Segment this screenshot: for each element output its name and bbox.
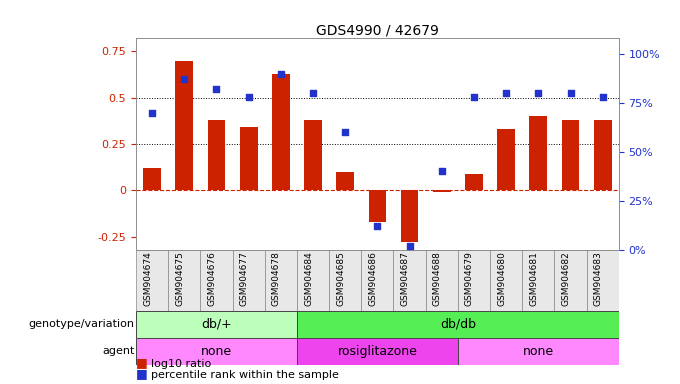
Point [500, 90, 511, 96]
Point [533, 90, 544, 96]
Bar [337, 172, 354, 190]
Bar [458, 338, 619, 365]
Bar [369, 190, 386, 222]
Bar [304, 120, 322, 190]
Bar [530, 116, 547, 190]
Text: db/+: db/+ [201, 318, 232, 331]
Point [275, 71, 286, 77]
Point [307, 90, 318, 96]
Point [469, 94, 479, 100]
Text: ■: ■ [136, 367, 148, 380]
Text: none: none [201, 345, 232, 358]
Point [243, 94, 254, 100]
Bar [562, 120, 579, 190]
Bar [136, 338, 297, 365]
Bar [522, 250, 554, 311]
Bar [587, 250, 619, 311]
Bar [458, 250, 490, 311]
Bar [240, 127, 258, 190]
Bar [136, 311, 297, 338]
Bar [361, 250, 394, 311]
Bar [272, 74, 290, 190]
Text: GSM904681: GSM904681 [529, 252, 539, 306]
Point [565, 90, 576, 96]
Text: none: none [523, 345, 554, 358]
Bar [175, 61, 193, 190]
Text: GSM904684: GSM904684 [304, 252, 313, 306]
Point [147, 110, 158, 116]
Bar [433, 190, 451, 192]
Bar [297, 250, 329, 311]
Text: db/db: db/db [440, 318, 476, 331]
Point [597, 94, 608, 100]
Text: GSM904675: GSM904675 [175, 252, 184, 306]
Bar [394, 250, 426, 311]
Text: log10 ratio: log10 ratio [151, 359, 211, 369]
Text: GSM904686: GSM904686 [369, 252, 377, 306]
Bar [265, 250, 297, 311]
Text: agent: agent [102, 346, 135, 356]
Bar [207, 120, 225, 190]
Bar [490, 250, 522, 311]
Text: GSM904687: GSM904687 [401, 252, 409, 306]
Text: GSM904683: GSM904683 [594, 252, 602, 306]
Bar [297, 311, 619, 338]
Text: genotype/variation: genotype/variation [29, 319, 135, 329]
Bar [401, 190, 418, 242]
Text: GSM904674: GSM904674 [143, 252, 152, 306]
Text: GSM904679: GSM904679 [465, 252, 474, 306]
Bar [426, 250, 458, 311]
Bar [136, 250, 168, 311]
Text: GSM904685: GSM904685 [336, 252, 345, 306]
Point [404, 243, 415, 249]
Bar [297, 338, 458, 365]
Text: rosiglitazone: rosiglitazone [337, 345, 418, 358]
Point [372, 223, 383, 229]
Text: GSM904682: GSM904682 [562, 252, 571, 306]
Text: ■: ■ [136, 356, 148, 369]
Bar [465, 174, 483, 190]
Bar [329, 250, 361, 311]
Bar [201, 250, 233, 311]
Point [179, 76, 190, 83]
Bar [168, 250, 201, 311]
Point [437, 168, 447, 174]
Point [211, 86, 222, 92]
Bar [143, 168, 161, 190]
Text: percentile rank within the sample: percentile rank within the sample [151, 370, 339, 380]
Bar [233, 250, 265, 311]
Text: GSM904678: GSM904678 [272, 252, 281, 306]
Bar [594, 120, 611, 190]
Text: GSM904677: GSM904677 [239, 252, 249, 306]
Text: GSM904688: GSM904688 [432, 252, 442, 306]
Bar [497, 129, 515, 190]
Text: GSM904680: GSM904680 [497, 252, 506, 306]
Title: GDS4990 / 42679: GDS4990 / 42679 [316, 23, 439, 37]
Text: GSM904676: GSM904676 [207, 252, 216, 306]
Bar [554, 250, 587, 311]
Point [340, 129, 351, 135]
